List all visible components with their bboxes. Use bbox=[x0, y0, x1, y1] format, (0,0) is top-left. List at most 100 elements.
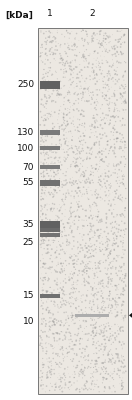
Point bbox=[88, 60, 90, 67]
Point bbox=[109, 356, 111, 362]
Point bbox=[107, 118, 109, 124]
Point bbox=[100, 360, 103, 366]
Point bbox=[121, 179, 123, 186]
Point bbox=[52, 191, 54, 197]
Point bbox=[44, 260, 47, 267]
Point bbox=[40, 52, 42, 59]
Point bbox=[52, 120, 54, 127]
Point bbox=[124, 204, 126, 211]
Point bbox=[80, 203, 82, 209]
Point bbox=[73, 154, 75, 160]
Point bbox=[43, 128, 46, 135]
Point bbox=[103, 300, 105, 307]
Point bbox=[61, 228, 63, 235]
Point bbox=[105, 365, 107, 371]
Point bbox=[76, 314, 78, 321]
Point bbox=[50, 190, 53, 196]
Point bbox=[59, 227, 61, 234]
Point bbox=[93, 140, 96, 146]
Point bbox=[58, 290, 60, 296]
Point bbox=[94, 313, 96, 319]
Point bbox=[84, 346, 86, 352]
Point bbox=[46, 167, 48, 173]
Point bbox=[111, 351, 113, 358]
Point bbox=[50, 208, 52, 214]
Point bbox=[68, 63, 70, 69]
Point bbox=[62, 246, 64, 253]
Point bbox=[60, 247, 62, 253]
Point bbox=[55, 330, 57, 336]
Point bbox=[80, 173, 82, 179]
Point bbox=[106, 138, 108, 145]
Point bbox=[60, 304, 62, 310]
Point bbox=[107, 34, 109, 41]
Point bbox=[107, 173, 109, 179]
Point bbox=[54, 381, 56, 388]
Point bbox=[44, 61, 46, 67]
Point bbox=[75, 151, 77, 158]
Point bbox=[58, 362, 60, 368]
Point bbox=[107, 163, 109, 170]
Point bbox=[114, 298, 117, 305]
Point bbox=[119, 275, 121, 281]
Point bbox=[65, 122, 67, 129]
Point bbox=[117, 161, 119, 167]
Bar bbox=[40, 81, 60, 89]
Point bbox=[72, 70, 74, 76]
Point bbox=[116, 333, 118, 339]
Point bbox=[70, 356, 72, 363]
Point bbox=[50, 228, 52, 235]
Point bbox=[79, 78, 81, 85]
Point bbox=[43, 362, 45, 368]
Point bbox=[90, 69, 93, 75]
Point bbox=[40, 383, 42, 389]
Point bbox=[65, 309, 67, 315]
Point bbox=[116, 64, 118, 71]
Point bbox=[52, 49, 54, 56]
Point bbox=[93, 364, 95, 370]
Point bbox=[44, 133, 46, 140]
Point bbox=[77, 272, 79, 278]
Point bbox=[114, 92, 116, 98]
Point bbox=[64, 196, 66, 202]
Point bbox=[99, 122, 102, 128]
Point bbox=[101, 309, 103, 316]
Point bbox=[121, 377, 123, 384]
Point bbox=[73, 100, 75, 107]
Point bbox=[43, 316, 45, 322]
Point bbox=[50, 324, 52, 330]
Point bbox=[93, 30, 95, 36]
Point bbox=[66, 111, 68, 118]
Point bbox=[116, 351, 118, 357]
Point bbox=[80, 307, 82, 313]
Point bbox=[49, 165, 51, 172]
Point bbox=[76, 351, 78, 357]
Point bbox=[87, 280, 89, 287]
Point bbox=[89, 250, 91, 257]
Point bbox=[47, 152, 50, 158]
Point bbox=[54, 220, 56, 227]
Point bbox=[57, 167, 59, 173]
Point bbox=[98, 348, 100, 354]
Point bbox=[118, 76, 120, 82]
Point bbox=[68, 190, 70, 196]
Point bbox=[121, 356, 123, 362]
Point bbox=[96, 238, 98, 244]
Point bbox=[117, 301, 119, 308]
Point bbox=[47, 170, 49, 177]
Point bbox=[40, 58, 42, 64]
Point bbox=[46, 201, 48, 207]
Point bbox=[43, 80, 45, 86]
Point bbox=[73, 149, 75, 156]
Point bbox=[100, 89, 102, 95]
Point bbox=[118, 281, 120, 288]
Point bbox=[45, 116, 47, 122]
Point bbox=[82, 247, 84, 253]
Point bbox=[56, 76, 58, 82]
Point bbox=[83, 85, 85, 92]
Point bbox=[111, 352, 114, 359]
Point bbox=[112, 370, 115, 377]
Point bbox=[79, 368, 81, 374]
Point bbox=[70, 163, 72, 170]
Point bbox=[76, 362, 78, 369]
